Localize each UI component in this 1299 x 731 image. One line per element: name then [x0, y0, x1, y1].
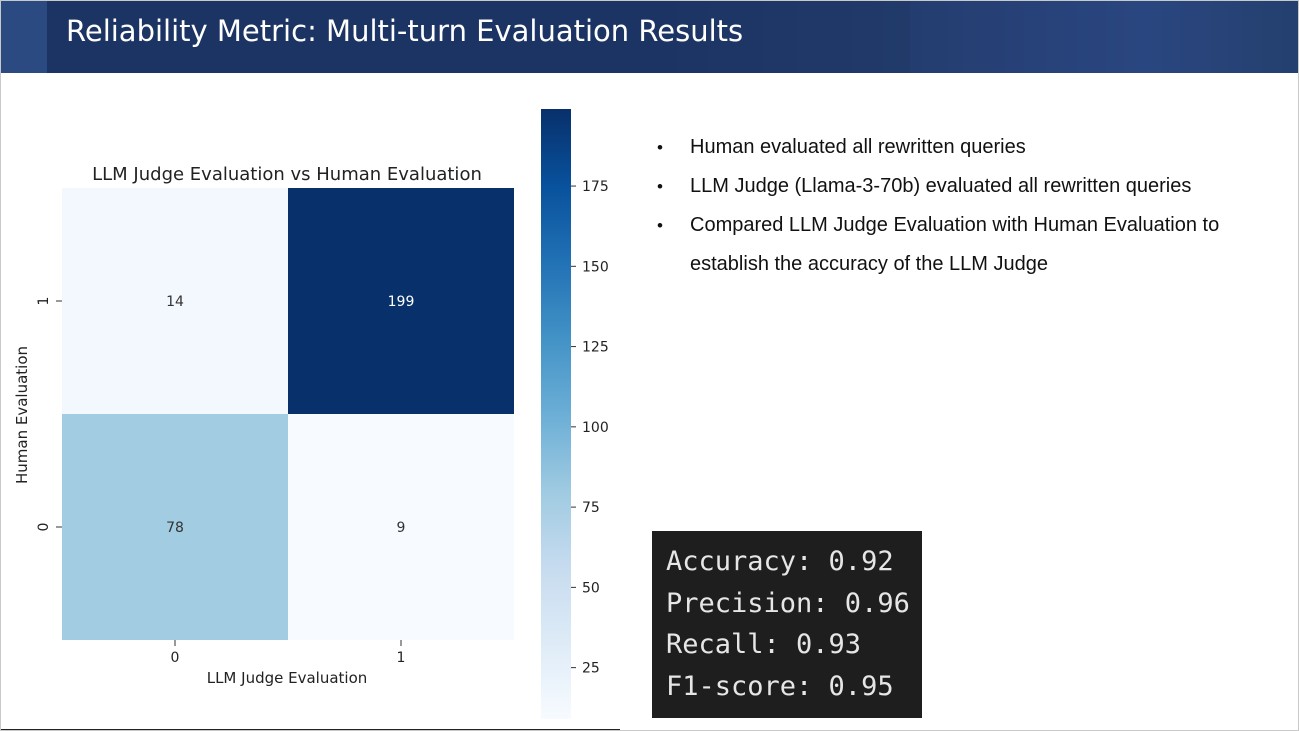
title-accent-mid: [650, 0, 910, 73]
colorbar-tick-label: 175: [582, 179, 609, 195]
colorbar: [541, 109, 571, 719]
heatmap-cell: [288, 414, 514, 640]
heatmap-cells: [62, 188, 514, 640]
x-axis-label: LLM Judge Evaluation: [207, 669, 368, 687]
bullet-item: • LLM Judge (Llama-3-70b) evaluated all r…: [657, 175, 1192, 197]
colorbar-tick-label: 150: [582, 259, 609, 275]
bullet-item: • Human evaluated all rewritten queries: [657, 136, 1026, 158]
heatmap-cell: [288, 188, 514, 414]
bullet-item: • Compared LLM Judge Evaluation with Hum…: [657, 214, 1220, 236]
cell-value-label: 199: [388, 294, 415, 310]
heatmap-cell-labels: 14 199 78 9: [166, 294, 414, 536]
cell-value-label: 78: [166, 520, 184, 536]
cell-value-label: 9: [397, 520, 406, 536]
bullet-text: establish the accuracy of the LLM Judge: [690, 253, 1048, 275]
x-tick-label: 0: [171, 650, 180, 666]
slide-title: Reliability Metric: Multi-turn Evaluatio…: [66, 14, 744, 48]
heatmap-cell: [62, 188, 288, 414]
y-axis-ticks: 10: [36, 297, 62, 532]
y-tick-label: 1: [36, 297, 52, 306]
title-accent-left: [0, 0, 47, 73]
bullet-text: LLM Judge (Llama-3-70b) evaluated all re…: [690, 175, 1192, 197]
metric-accuracy: Accuracy: 0.92: [666, 546, 894, 577]
colorbar-ticks: 25 50 75 100 125 150 175: [571, 179, 609, 677]
colorbar-tick-label: 100: [582, 420, 609, 436]
bullet-list: • Human evaluated all rewritten queries …: [655, 128, 1295, 284]
colorbar-tick-label: 75: [582, 500, 600, 516]
colorbar-tick-label: 50: [582, 580, 600, 596]
heatmap-cell: [62, 414, 288, 640]
metric-f1: F1-score: 0.95: [666, 670, 894, 702]
title-bar: Reliability Metric: Multi-turn Evaluatio…: [0, 0, 1299, 73]
heatmap-chart: LLM Judge Evaluation vs Human Evaluation…: [13, 109, 609, 719]
colorbar-tick-label: 125: [582, 340, 609, 356]
metrics-box: Accuracy: 0.92 Precision: 0.96 Recall: 0…: [652, 531, 922, 718]
colorbar-tick-label: 25: [582, 661, 600, 677]
y-tick-label: 0: [36, 523, 52, 532]
metric-recall: Recall: 0.93: [666, 629, 862, 660]
x-tick-label: 1: [397, 650, 406, 666]
bullet-text: Compared LLM Judge Evaluation with Human…: [690, 214, 1220, 236]
chart-title: LLM Judge Evaluation vs Human Evaluation: [92, 164, 482, 185]
bullet-item-continuation: establish the accuracy of the LLM Judge: [655, 245, 1295, 284]
bullet-text: Human evaluated all rewritten queries: [690, 136, 1026, 158]
metric-precision: Precision: 0.96: [666, 587, 910, 619]
y-axis-label: Human Evaluation: [13, 346, 31, 484]
title-accent-right: [910, 0, 1299, 73]
cell-value-label: 14: [166, 294, 184, 310]
